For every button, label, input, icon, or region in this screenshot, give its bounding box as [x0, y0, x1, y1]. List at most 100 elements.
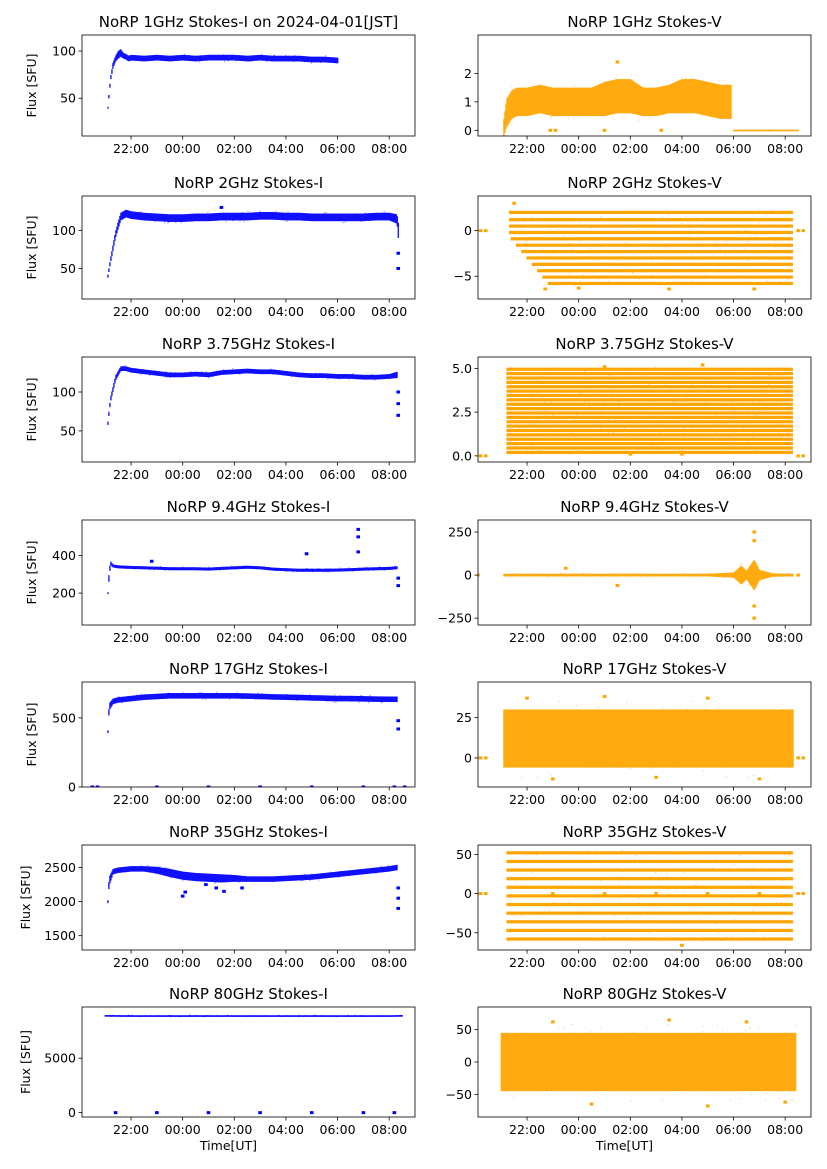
data-point	[643, 573, 645, 575]
data-point	[752, 910, 754, 912]
data-point	[565, 896, 567, 898]
panel-7: 22:00 00:00 02:00 04:00 06:00 08:00−2500250No…	[438, 498, 812, 645]
data-point	[284, 212, 286, 221]
data-point	[331, 700, 333, 702]
data-point	[611, 116, 613, 118]
data-point	[294, 212, 296, 221]
data-point	[244, 693, 246, 699]
outliers	[478, 530, 800, 620]
data-point	[565, 709, 567, 768]
data-point	[118, 369, 120, 375]
data-point	[541, 709, 543, 768]
data-point	[148, 866, 150, 873]
data-point	[563, 709, 565, 768]
data-point	[577, 394, 579, 396]
data-point	[213, 873, 215, 883]
data-point	[787, 408, 789, 410]
data-point	[230, 1015, 232, 1017]
data-point	[182, 567, 184, 571]
data-point	[580, 709, 582, 768]
data-point	[711, 82, 713, 118]
data-point	[214, 213, 216, 221]
outlier-point	[680, 452, 684, 456]
data-point	[293, 60, 295, 63]
data-point	[198, 567, 200, 571]
data-point	[643, 573, 645, 577]
data-point	[198, 1015, 200, 1017]
data-point	[664, 573, 666, 577]
data-point	[528, 575, 530, 577]
data-point	[698, 397, 701, 399]
data-point	[373, 374, 375, 380]
data-point	[626, 237, 628, 240]
data-point	[652, 87, 654, 117]
data-point	[717, 709, 719, 768]
data-point	[637, 80, 639, 82]
data-point	[772, 425, 775, 427]
data-point	[140, 865, 142, 867]
data-point	[668, 575, 670, 577]
data-point	[156, 566, 158, 570]
data-point	[665, 209, 667, 211]
data-point	[361, 869, 363, 875]
data-point	[114, 57, 116, 64]
data-point	[740, 735, 742, 737]
data-point	[784, 709, 786, 768]
data-point	[322, 695, 324, 701]
data-point	[609, 709, 611, 768]
data-point	[680, 79, 682, 114]
data-point	[743, 568, 745, 582]
data-point	[258, 1015, 260, 1017]
data-point	[758, 904, 760, 906]
data-point	[139, 866, 141, 872]
data-point	[106, 1015, 109, 1017]
data-point	[233, 693, 235, 699]
data-point	[245, 368, 247, 374]
data-point	[275, 569, 277, 571]
data-point	[168, 221, 170, 223]
data-point	[172, 869, 174, 878]
data-point	[384, 866, 386, 873]
data-point	[524, 573, 526, 577]
data-point	[720, 375, 722, 377]
data-point	[193, 1015, 195, 1017]
data-point	[539, 709, 541, 768]
data-point	[691, 724, 693, 726]
data-point	[374, 374, 376, 380]
data-point	[577, 218, 579, 220]
data-point	[648, 573, 650, 577]
data-point	[243, 693, 245, 699]
data-point	[663, 725, 665, 727]
data-point	[120, 868, 122, 870]
data-point	[641, 709, 643, 768]
data-point	[520, 378, 522, 380]
data-point	[753, 709, 755, 768]
data-point	[657, 268, 659, 270]
data-point	[361, 695, 363, 697]
outlier-point	[801, 756, 806, 760]
outlier-point	[543, 287, 547, 291]
data-point	[339, 871, 341, 877]
data-point	[339, 213, 341, 222]
x-tick-label: 04:00	[664, 467, 700, 482]
data-point	[747, 570, 749, 573]
x-tick-label: 02:00	[216, 141, 252, 156]
x-tick-label: 02:00	[612, 955, 648, 970]
data-point	[132, 695, 134, 702]
data-point	[653, 226, 655, 228]
data-point	[645, 453, 647, 455]
data-point	[778, 220, 780, 222]
data-point	[673, 709, 675, 768]
data-point	[228, 369, 230, 375]
data-point	[703, 709, 705, 768]
data-point	[145, 1015, 148, 1017]
data-point	[115, 55, 117, 62]
data-point	[112, 62, 114, 64]
data-point	[134, 55, 136, 61]
data-point	[374, 215, 376, 217]
data-point	[534, 573, 536, 577]
data-point	[277, 212, 279, 220]
x-tick-label: 06:00	[320, 304, 356, 319]
data-point	[368, 569, 370, 571]
data-point	[141, 212, 143, 221]
